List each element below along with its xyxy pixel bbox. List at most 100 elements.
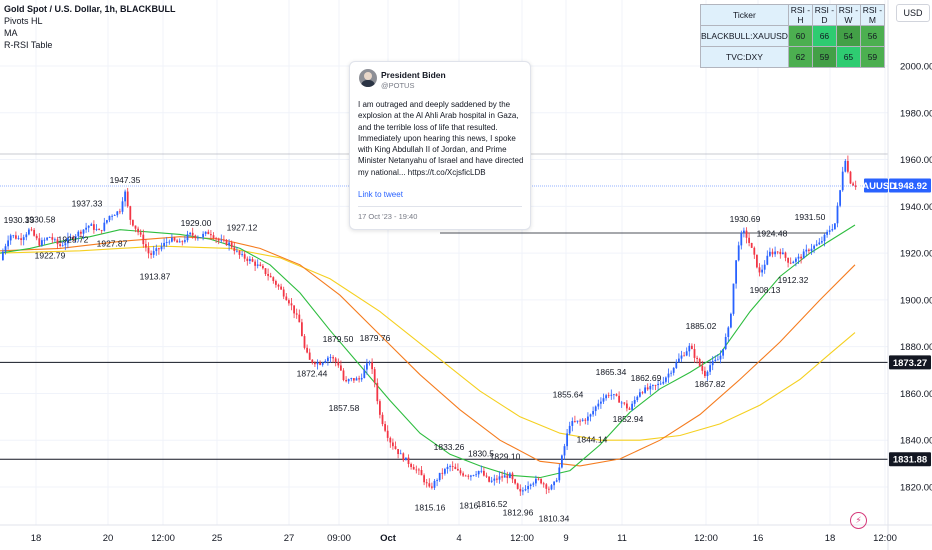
- candle: [592, 411, 594, 415]
- rsi-cell: 54: [835, 25, 861, 47]
- time-axis[interactable]: 18 20 12:00 25 27 09:00 Oct 4 12:00 9 11 12:00 16 18 1…: [0, 524, 932, 544]
- candle: [184, 240, 186, 242]
- candle: [646, 387, 649, 390]
- indicator-rsi-table[interactable]: R-RSI Table: [4, 40, 53, 50]
- candle: [405, 457, 407, 461]
- x-tick-label: Oct: [380, 533, 397, 544]
- candle: [425, 482, 428, 484]
- candle: [472, 475, 475, 476]
- candle: [685, 351, 688, 356]
- candle: [431, 486, 433, 488]
- candle: [423, 475, 425, 483]
- candle: [732, 283, 735, 314]
- candle: [298, 314, 301, 323]
- pivot-label: 1922.79: [35, 251, 66, 261]
- candle: [264, 268, 267, 274]
- x-tick-label: 11: [617, 533, 627, 544]
- x-tick-label: 12:00: [510, 533, 534, 544]
- candle: [308, 352, 311, 360]
- pivot-label: 1930.58: [25, 214, 56, 224]
- candle: [51, 237, 54, 240]
- indicator-pivots[interactable]: Pivots HL: [4, 16, 43, 26]
- candle: [623, 402, 626, 404]
- pivot-label: 1879.50: [323, 334, 354, 344]
- candle: [228, 242, 230, 246]
- indicator-ma[interactable]: MA: [4, 28, 18, 38]
- candle: [696, 357, 698, 360]
- candle: [243, 254, 246, 259]
- candle: [659, 383, 662, 385]
- candle: [178, 241, 181, 243]
- candle: [498, 476, 501, 480]
- x-tick-label: 27: [284, 533, 295, 544]
- candles: [2, 155, 857, 496]
- candle: [238, 250, 241, 255]
- candle: [321, 362, 324, 365]
- candle: [59, 244, 61, 246]
- candle: [251, 259, 254, 262]
- candle: [256, 264, 259, 266]
- candle: [516, 483, 519, 489]
- candle: [451, 465, 454, 467]
- candle: [581, 419, 584, 421]
- candle: [750, 242, 753, 248]
- pivot-label: 1855.64: [553, 390, 584, 400]
- lightning-icon[interactable]: ⚡: [850, 512, 867, 529]
- candle: [186, 234, 189, 241]
- candle: [574, 421, 576, 422]
- candle: [535, 478, 537, 484]
- candle: [199, 237, 202, 238]
- candle: [672, 367, 675, 373]
- pivot-label: 1833.26: [434, 442, 465, 452]
- price-axis[interactable]: 2000.00 1980.00 1960.00 1940.00 1920.00 1900.…: [887, 0, 932, 550]
- candle: [106, 220, 108, 223]
- candle: [470, 475, 472, 477]
- candle: [202, 233, 204, 238]
- candle: [566, 433, 568, 447]
- candle: [849, 171, 852, 184]
- candle: [204, 231, 207, 234]
- pivot-label: 1816.52: [477, 499, 508, 509]
- candle: [111, 215, 113, 217]
- candle: [67, 237, 69, 244]
- candle: [41, 240, 43, 246]
- pivot-label: 1929.72: [58, 234, 89, 244]
- pivot-label: 1844.14: [577, 435, 608, 445]
- candle: [399, 453, 402, 455]
- candle: [217, 238, 220, 241]
- candle: [709, 365, 711, 372]
- candle: [363, 369, 366, 378]
- candle: [366, 363, 368, 370]
- candle: [605, 395, 607, 399]
- candle: [506, 475, 509, 478]
- candle: [230, 242, 233, 248]
- candle: [329, 357, 332, 358]
- candle: [540, 478, 542, 484]
- candle: [449, 465, 451, 467]
- candle: [418, 469, 420, 471]
- candle: [181, 241, 184, 243]
- rsi-cell: 62: [787, 46, 813, 68]
- candle: [150, 253, 152, 255]
- candle: [698, 359, 701, 366]
- candle: [389, 437, 392, 443]
- y-tick-label: 1980.00: [900, 108, 932, 119]
- candle: [210, 234, 212, 236]
- tweet-link[interactable]: Link to tweet: [358, 190, 403, 199]
- candle: [436, 480, 438, 481]
- currency-button[interactable]: USD: [896, 4, 930, 22]
- symbol-title[interactable]: Gold Spot / U.S. Dollar, 1h, BLACKBULL: [4, 4, 176, 14]
- candle: [402, 453, 405, 461]
- rsi-header-d: RSI - D: [811, 4, 837, 26]
- candle: [613, 394, 615, 396]
- candle: [20, 238, 22, 240]
- candle: [693, 349, 696, 358]
- candle: [852, 183, 854, 186]
- candle: [839, 190, 841, 206]
- candle: [420, 470, 423, 476]
- candle: [194, 235, 197, 238]
- pivot-label: 1937.33: [72, 199, 103, 209]
- candle: [311, 359, 314, 363]
- candle: [319, 362, 321, 365]
- candle: [584, 419, 587, 421]
